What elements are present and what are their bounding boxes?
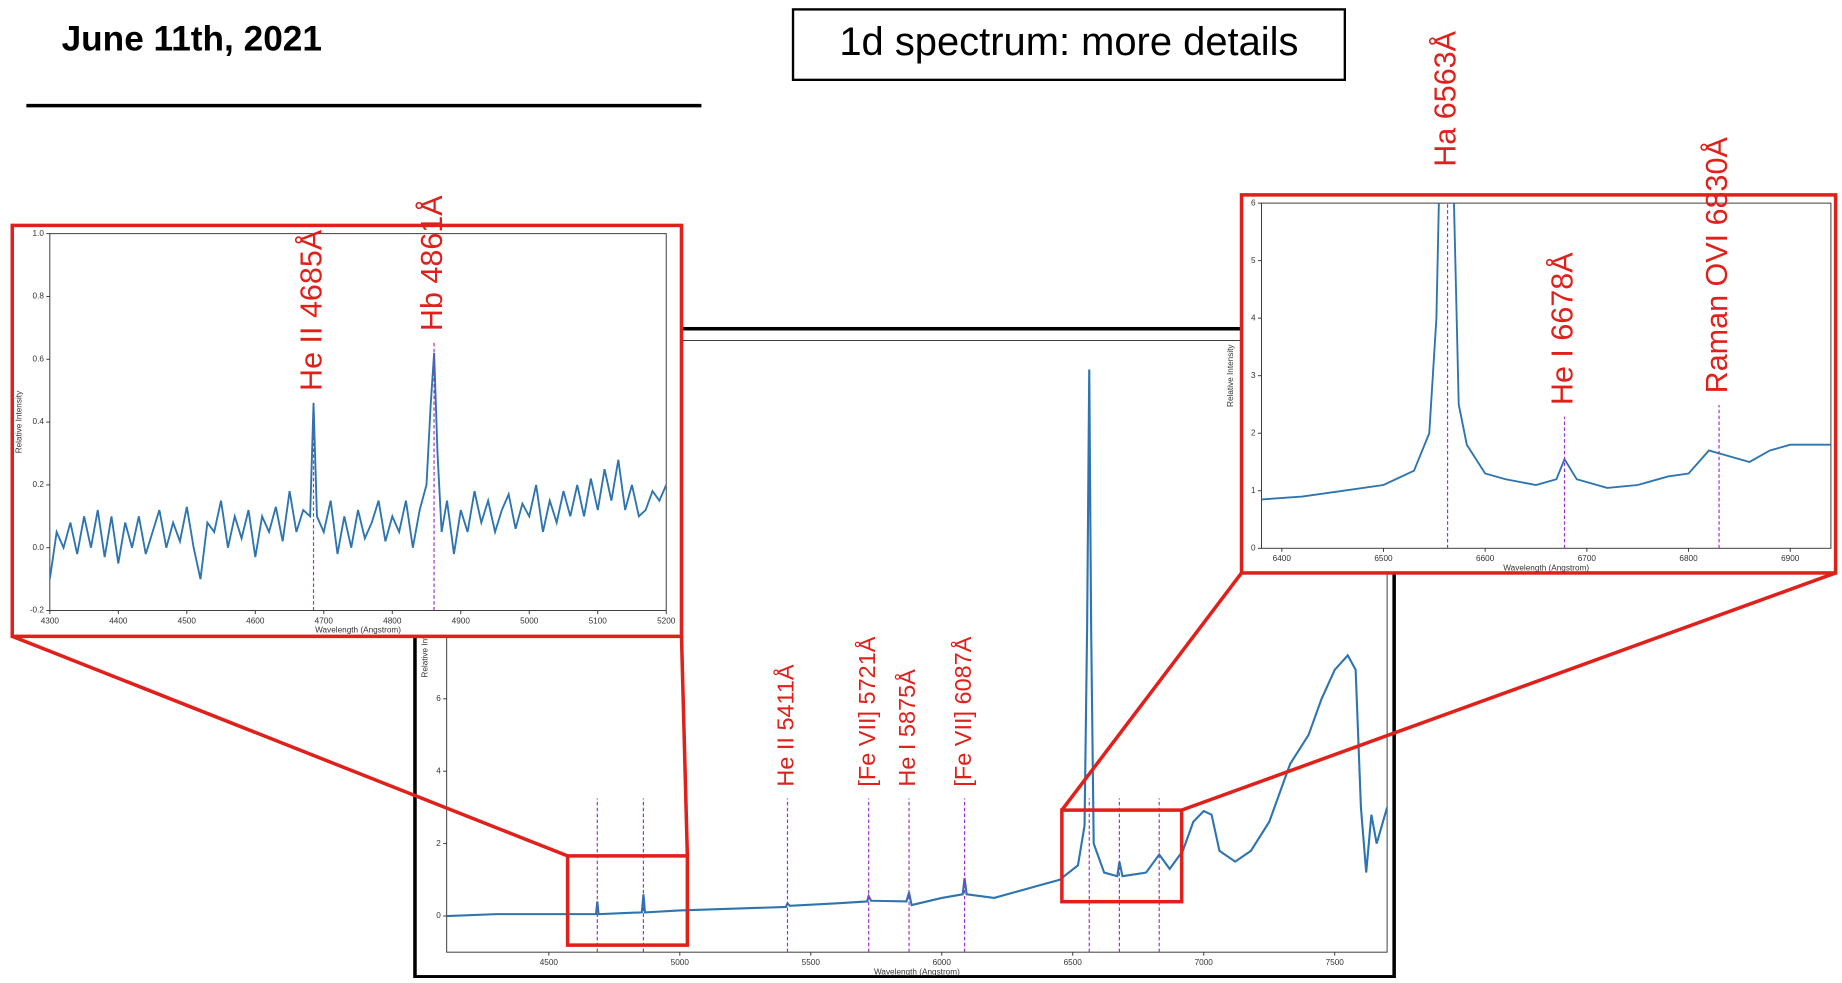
x-tick-label: 7000 [1195, 958, 1214, 967]
x-tick-label: 4900 [452, 616, 471, 625]
chart-frame [1239, 193, 1838, 575]
annotation: He II 4685Å [294, 229, 329, 391]
y-axis-label: Relative Intensity [421, 614, 430, 677]
y-tick-label: 0.4 [33, 417, 45, 426]
y-tick-label: 4 [436, 766, 441, 775]
spectrum-line [446, 369, 1388, 918]
y-tick-label: 6 [1251, 198, 1256, 207]
zoom-box [565, 854, 690, 947]
y-tick-label: 0.0 [33, 543, 45, 552]
x-tick-label: 6700 [1578, 554, 1597, 563]
y-tick-label: 1.0 [33, 229, 45, 238]
annotation: He II 5411Å [772, 664, 799, 787]
x-tick-label: 4800 [383, 616, 402, 625]
x-tick-label: 4300 [41, 616, 60, 625]
x-tick-label: 6500 [1374, 554, 1393, 563]
x-tick-label: 6600 [1476, 554, 1495, 563]
y-tick-label: 1 [1251, 486, 1256, 495]
x-axis-label: Wavelength (Angstrom) [874, 967, 960, 976]
y-tick-label: 0.2 [33, 480, 45, 489]
x-tick-label: 5000 [671, 958, 690, 967]
subtitle-box [791, 8, 1347, 82]
x-axis-label: Wavelength (Angstrom) [315, 626, 401, 635]
x-tick-label: 6900 [1781, 554, 1800, 563]
annotation: Hb 4861Å [414, 195, 449, 331]
x-axis-label: Wavelength (Angstrom) [1503, 563, 1589, 572]
annotation: He I 6678Å [1545, 252, 1580, 405]
y-tick-label: 6 [436, 694, 441, 703]
x-tick-label: 4500 [178, 616, 197, 625]
y-tick-label: 2 [436, 839, 441, 848]
x-tick-label: 5000 [520, 616, 539, 625]
connector [11, 634, 569, 858]
y-axis-label: Relative Intensity [1226, 344, 1235, 407]
x-tick-label: 5100 [589, 616, 608, 625]
annotation: [Fe VII] 6087Å [949, 636, 976, 786]
connector [679, 636, 690, 856]
x-tick-label: 6800 [1679, 554, 1698, 563]
y-tick-label: 5 [1251, 256, 1256, 265]
y-tick-label: -0.2 [30, 606, 45, 615]
x-tick-label: 5200 [657, 616, 676, 625]
x-tick-label: 5500 [802, 958, 821, 967]
y-tick-label: 4 [1251, 313, 1256, 322]
x-tick-label: 6500 [1064, 958, 1083, 967]
y-tick-label: 0 [436, 911, 441, 920]
y-tick-label: 3 [1251, 371, 1256, 380]
x-tick-label: 4700 [315, 616, 334, 625]
y-tick-label: 0 [1251, 543, 1256, 552]
plot-area [446, 340, 1388, 953]
connector [1181, 571, 1837, 812]
x-tick-label: 6400 [1273, 554, 1292, 563]
annotation: Raman OVI 6830Å [1699, 137, 1734, 394]
x-tick-label: 4500 [540, 958, 559, 967]
chart-frame [10, 223, 684, 639]
slide-title: June 11th, 2021 [62, 19, 322, 58]
y-axis-label: Relative Intensity [14, 390, 23, 453]
x-tick-label: 7500 [1326, 958, 1345, 967]
spectrum-line [49, 352, 667, 580]
annotation: Ha 6563Å [1428, 30, 1463, 166]
annotation: [Fe VII] 5721Å [853, 636, 880, 786]
connector [1060, 571, 1243, 812]
y-tick-label: 0.6 [33, 354, 45, 363]
x-tick-label: 4600 [246, 616, 265, 625]
subtitle: 1d spectrum: more details [839, 20, 1298, 64]
y-tick-label: 0.8 [33, 292, 45, 301]
annotation: He I 5875Å [893, 669, 920, 787]
y-tick-label: 2 [1251, 428, 1256, 437]
x-tick-label: 4400 [109, 616, 128, 625]
zoom-box [1060, 808, 1184, 904]
x-tick-label: 6000 [933, 958, 952, 967]
